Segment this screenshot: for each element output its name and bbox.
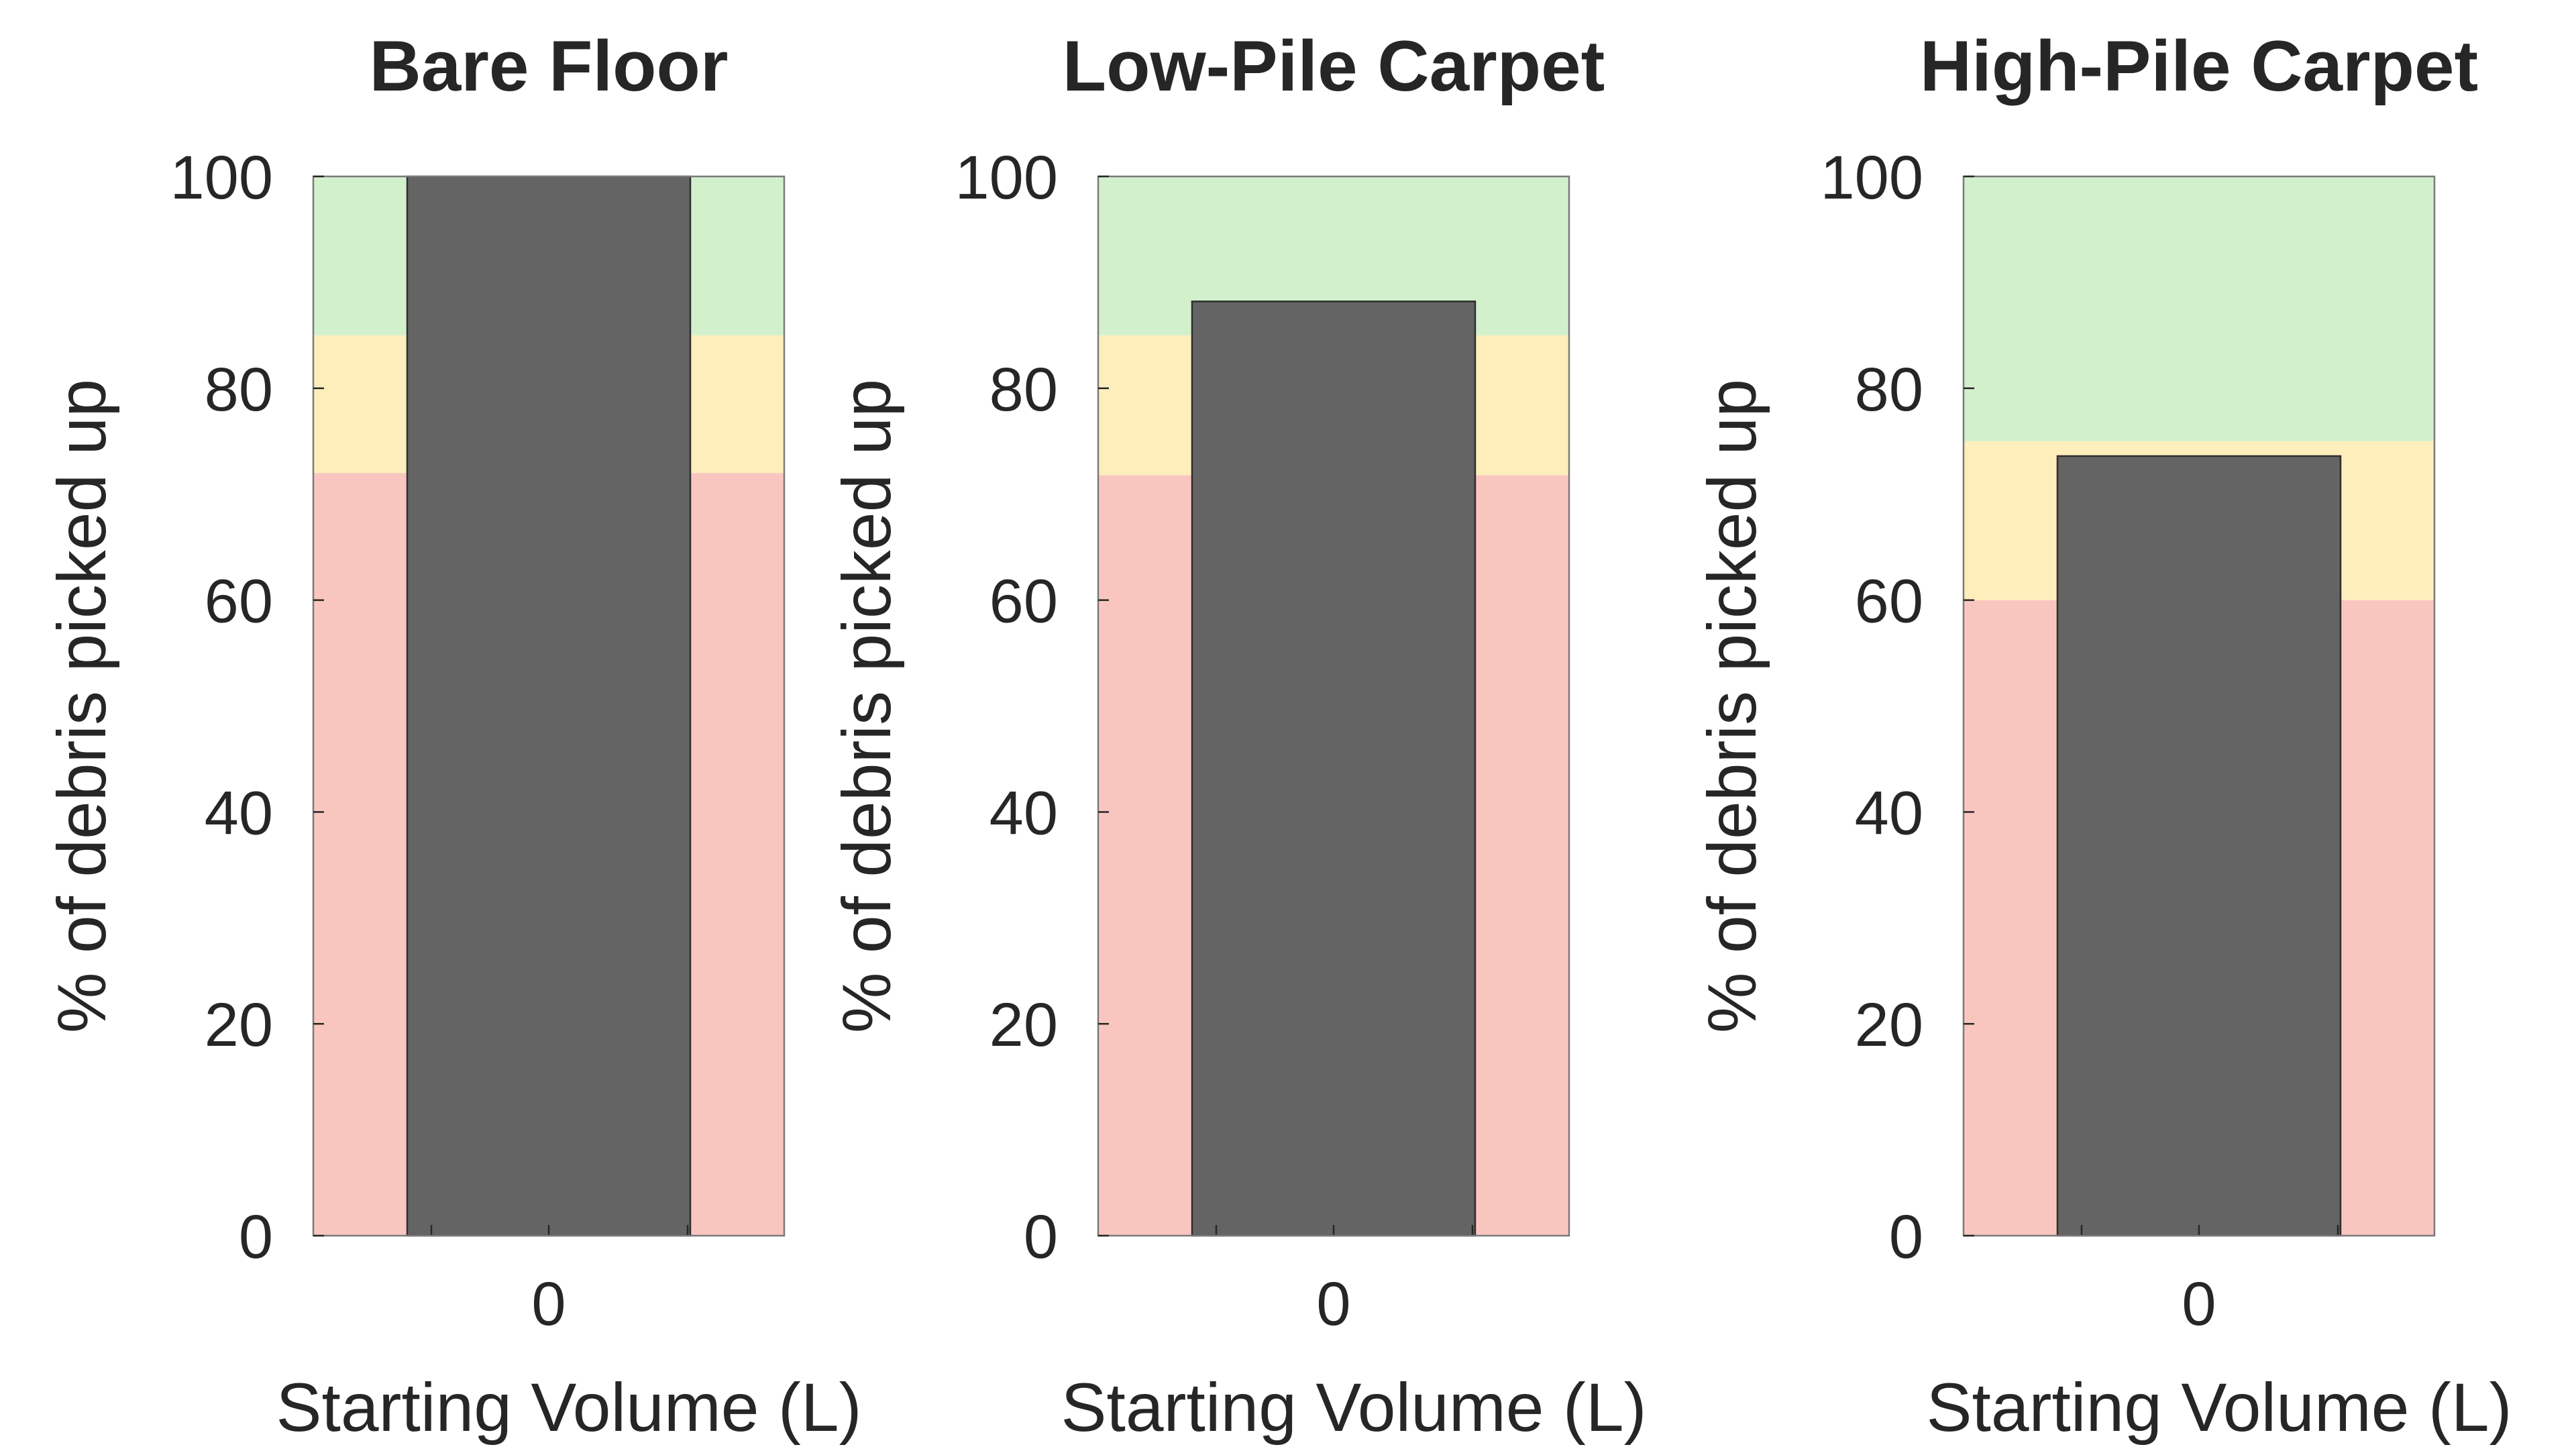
y-tick-label: 40 [205,779,273,847]
y-tick-label: 60 [205,568,273,636]
x-tick-label: 0 [2182,1270,2216,1338]
x-axis-label: Starting Volume (L) [1061,1369,1646,1446]
y-tick-label: 0 [239,1203,273,1271]
chart-title: Low-Pile Carpet [1063,25,1605,106]
y-tick-label: 80 [1855,356,1923,424]
y-tick-label: 20 [1855,991,1923,1059]
y-tick-label: 60 [989,568,1058,636]
x-axis-label: Starting Volume (L) [1926,1369,2512,1446]
y-tick-label: 0 [1024,1203,1058,1271]
y-tick-label: 20 [205,991,273,1059]
panel-1: 0 0 20 40 60 80 100 Bare Floor Starting Volume (… [44,25,862,1446]
axes-box [312,175,786,1237]
x-tick-label: 0 [1316,1270,1350,1338]
y-tick-label: 100 [1821,144,1924,212]
y-tick-label: 80 [989,356,1058,424]
y-tick-label: 80 [205,356,273,424]
y-axis-label: % of debris picked up [828,379,905,1033]
y-tick-label: 20 [989,991,1058,1059]
x-tick-label: 0 [531,1270,566,1338]
y-axis-label: % of debris picked up [44,379,120,1033]
y-tick-label: 60 [1855,568,1923,636]
y-axis-label: % of debris picked up [1694,379,1770,1033]
bar [1191,301,1477,1237]
bar [2056,455,2342,1237]
band-3 [1964,176,2434,441]
panel-3: 0 0 20 40 60 80 100 High-Pile Carpet Starting Vo… [1694,25,2512,1446]
chart-title: Bare Floor [369,25,728,106]
axes-box [1962,175,2436,1237]
y-tick-label: 40 [1855,779,1923,847]
y-tick-label: 100 [955,144,1059,212]
y-tick-label: 100 [170,144,274,212]
bar [406,175,692,1237]
y-tick-label: 0 [1889,1203,1923,1271]
y-tick-label: 40 [989,779,1058,847]
x-axis-label: Starting Volume (L) [276,1369,861,1446]
axes-box [1097,175,1570,1237]
chart-title: High-Pile Carpet [1920,25,2478,106]
